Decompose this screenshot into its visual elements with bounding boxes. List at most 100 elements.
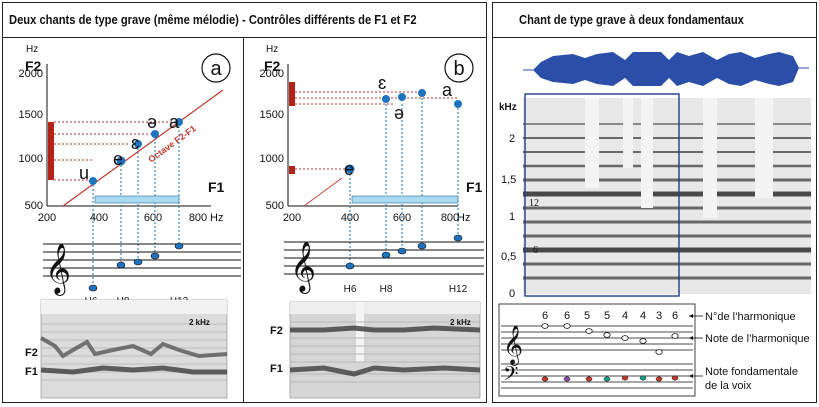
c-treble-staff <box>501 325 693 351</box>
c-y-tick: 0,5 <box>501 251 516 263</box>
a-vowel-dot <box>89 177 97 185</box>
b-staff-note <box>453 234 463 242</box>
c-fundamental-note <box>639 375 647 381</box>
c-y-unit: kHz <box>499 102 517 113</box>
subpanel-a: Hz F2 2000 1500 1000 500 200 400 600 800… <box>19 44 241 399</box>
c-y-tick: 2 <box>509 133 515 145</box>
title-divider <box>3 37 486 38</box>
left-figure-title: Deux chants de type grave (même mélodie)… <box>9 12 417 27</box>
c-fundamental-note <box>655 376 663 382</box>
b-vowel-dot <box>382 95 390 103</box>
b-y-unit: Hz <box>266 44 278 55</box>
c-bass-staff <box>501 363 693 389</box>
a-y-tick: 500 <box>25 200 43 212</box>
c-fundamental-note <box>621 375 629 381</box>
b-vowel-dot <box>345 164 355 174</box>
a-staff-note <box>116 261 126 269</box>
a-letter: a <box>210 58 222 80</box>
b-vowel-dot <box>398 93 406 101</box>
c-legend-fundamental-2: de la voix <box>705 380 752 392</box>
b-harmonic-label: H8 <box>380 284 393 295</box>
c-harmonic-number: 4 <box>640 310 646 322</box>
c-fundamental-note <box>563 376 571 382</box>
b-staff-note <box>417 242 427 250</box>
c-harmonic-number: 6 <box>564 310 570 322</box>
a-vowel-label: u <box>79 163 89 183</box>
a-vowel-dot <box>116 156 126 166</box>
subpanel-b: Hz F2 2000 1500 1000 500 200 400 600 800… <box>260 44 484 399</box>
a-x-tick: 800 <box>189 212 207 224</box>
c-waveform <box>533 52 799 86</box>
b-red-bar <box>289 82 295 106</box>
a-x-tick: 600 <box>144 212 162 224</box>
c-harmonic-number: 3 <box>656 310 662 322</box>
ab-divider <box>243 38 244 402</box>
c-harmonic-note <box>621 335 629 341</box>
c-treble-clef: 𝄞 <box>503 326 523 366</box>
b-x-unit: Hz <box>457 212 470 224</box>
b-spectro-f1: F1 <box>270 363 283 375</box>
a-f1-bar <box>94 195 180 204</box>
b-harmonic-label: H12 <box>449 284 468 295</box>
b-f1-bar <box>351 195 459 204</box>
c-fundamental-note <box>541 376 549 382</box>
a-y-tick: 1000 <box>19 153 43 165</box>
c-selection-frame <box>524 93 680 297</box>
b-octave-line <box>303 177 343 207</box>
c-harmonic-note <box>585 328 593 334</box>
c-legend-harmonic-number: N°de l’harmonique <box>705 311 796 323</box>
c-harmonic-number: 4 <box>622 310 628 322</box>
b-staff-note <box>381 251 391 259</box>
c-y-tick: 0 <box>509 288 515 300</box>
a-vowel-label: a <box>169 112 180 132</box>
a-x-unit: Hz <box>210 212 223 224</box>
a-staff-note <box>88 284 98 292</box>
a-spectrogram <box>40 299 228 399</box>
b-staff-note <box>345 262 355 270</box>
b-spectrogram <box>289 301 481 399</box>
b-spectro-2khz: 2 kHz <box>450 318 471 327</box>
c-harmonic-number: 6 <box>672 310 678 322</box>
b-vowel-label: e <box>344 159 354 179</box>
c-legend-fundamental: Note fondamentale <box>705 366 798 378</box>
c-notation-box <box>498 303 696 397</box>
b-red-square <box>289 166 295 174</box>
a-y-unit: Hz <box>26 44 38 55</box>
c-fundamental-note <box>603 376 611 382</box>
a-spectro-f1: F1 <box>25 366 38 378</box>
c-bass-clef: 𝄢 <box>503 364 518 390</box>
a-x-axis-name: F1 <box>208 179 225 195</box>
c-fundamental-note <box>585 376 593 382</box>
a-vowel-dot <box>134 140 142 148</box>
c-harmonic-note <box>639 338 647 344</box>
c-harmonic-number: 6 <box>542 310 548 322</box>
left-figure-panel: Deux chants de type grave (même mélodie)… <box>2 2 487 403</box>
a-vowel-dot <box>175 118 183 126</box>
a-spectro-f1-band <box>40 365 227 375</box>
c-y-tick: 1 <box>509 211 515 223</box>
a-x-tick: 400 <box>90 212 108 224</box>
a-vowel-label: ɛ <box>131 133 139 153</box>
a-y-tick: 2000 <box>19 68 43 80</box>
b-x-tick: 800 <box>441 212 459 224</box>
c-harmonic-note <box>603 332 611 338</box>
a-vowel-label: e <box>113 149 123 169</box>
right-figure-panel: Chant de type grave à deux fondamentaux <box>492 2 817 403</box>
b-y-tick: 1500 <box>260 109 284 121</box>
b-x-axis-name: F1 <box>466 179 483 195</box>
a-octave-line <box>62 89 224 207</box>
a-letter-circle <box>201 53 231 83</box>
b-letter: b <box>453 58 464 80</box>
a-y-tick: 1500 <box>19 109 43 121</box>
a-treble-clef: 𝄞 <box>45 244 71 296</box>
c-harmonic-number: 5 <box>584 310 590 322</box>
a-staff-note <box>133 258 143 266</box>
c-harmonic-note <box>655 349 663 355</box>
b-spectro-f2: F2 <box>270 325 283 337</box>
b-spectro-f1-band <box>289 365 481 377</box>
b-vowel-dot <box>454 100 462 108</box>
right-title-divider <box>493 37 816 38</box>
c-y-tick: 1,5 <box>501 174 516 186</box>
subpanel-c: kHz 2 1,5 1 0,5 0 12 6 6 6 5 5 4 4 3 6 <box>498 52 811 397</box>
c-harmonic-note <box>671 333 679 339</box>
